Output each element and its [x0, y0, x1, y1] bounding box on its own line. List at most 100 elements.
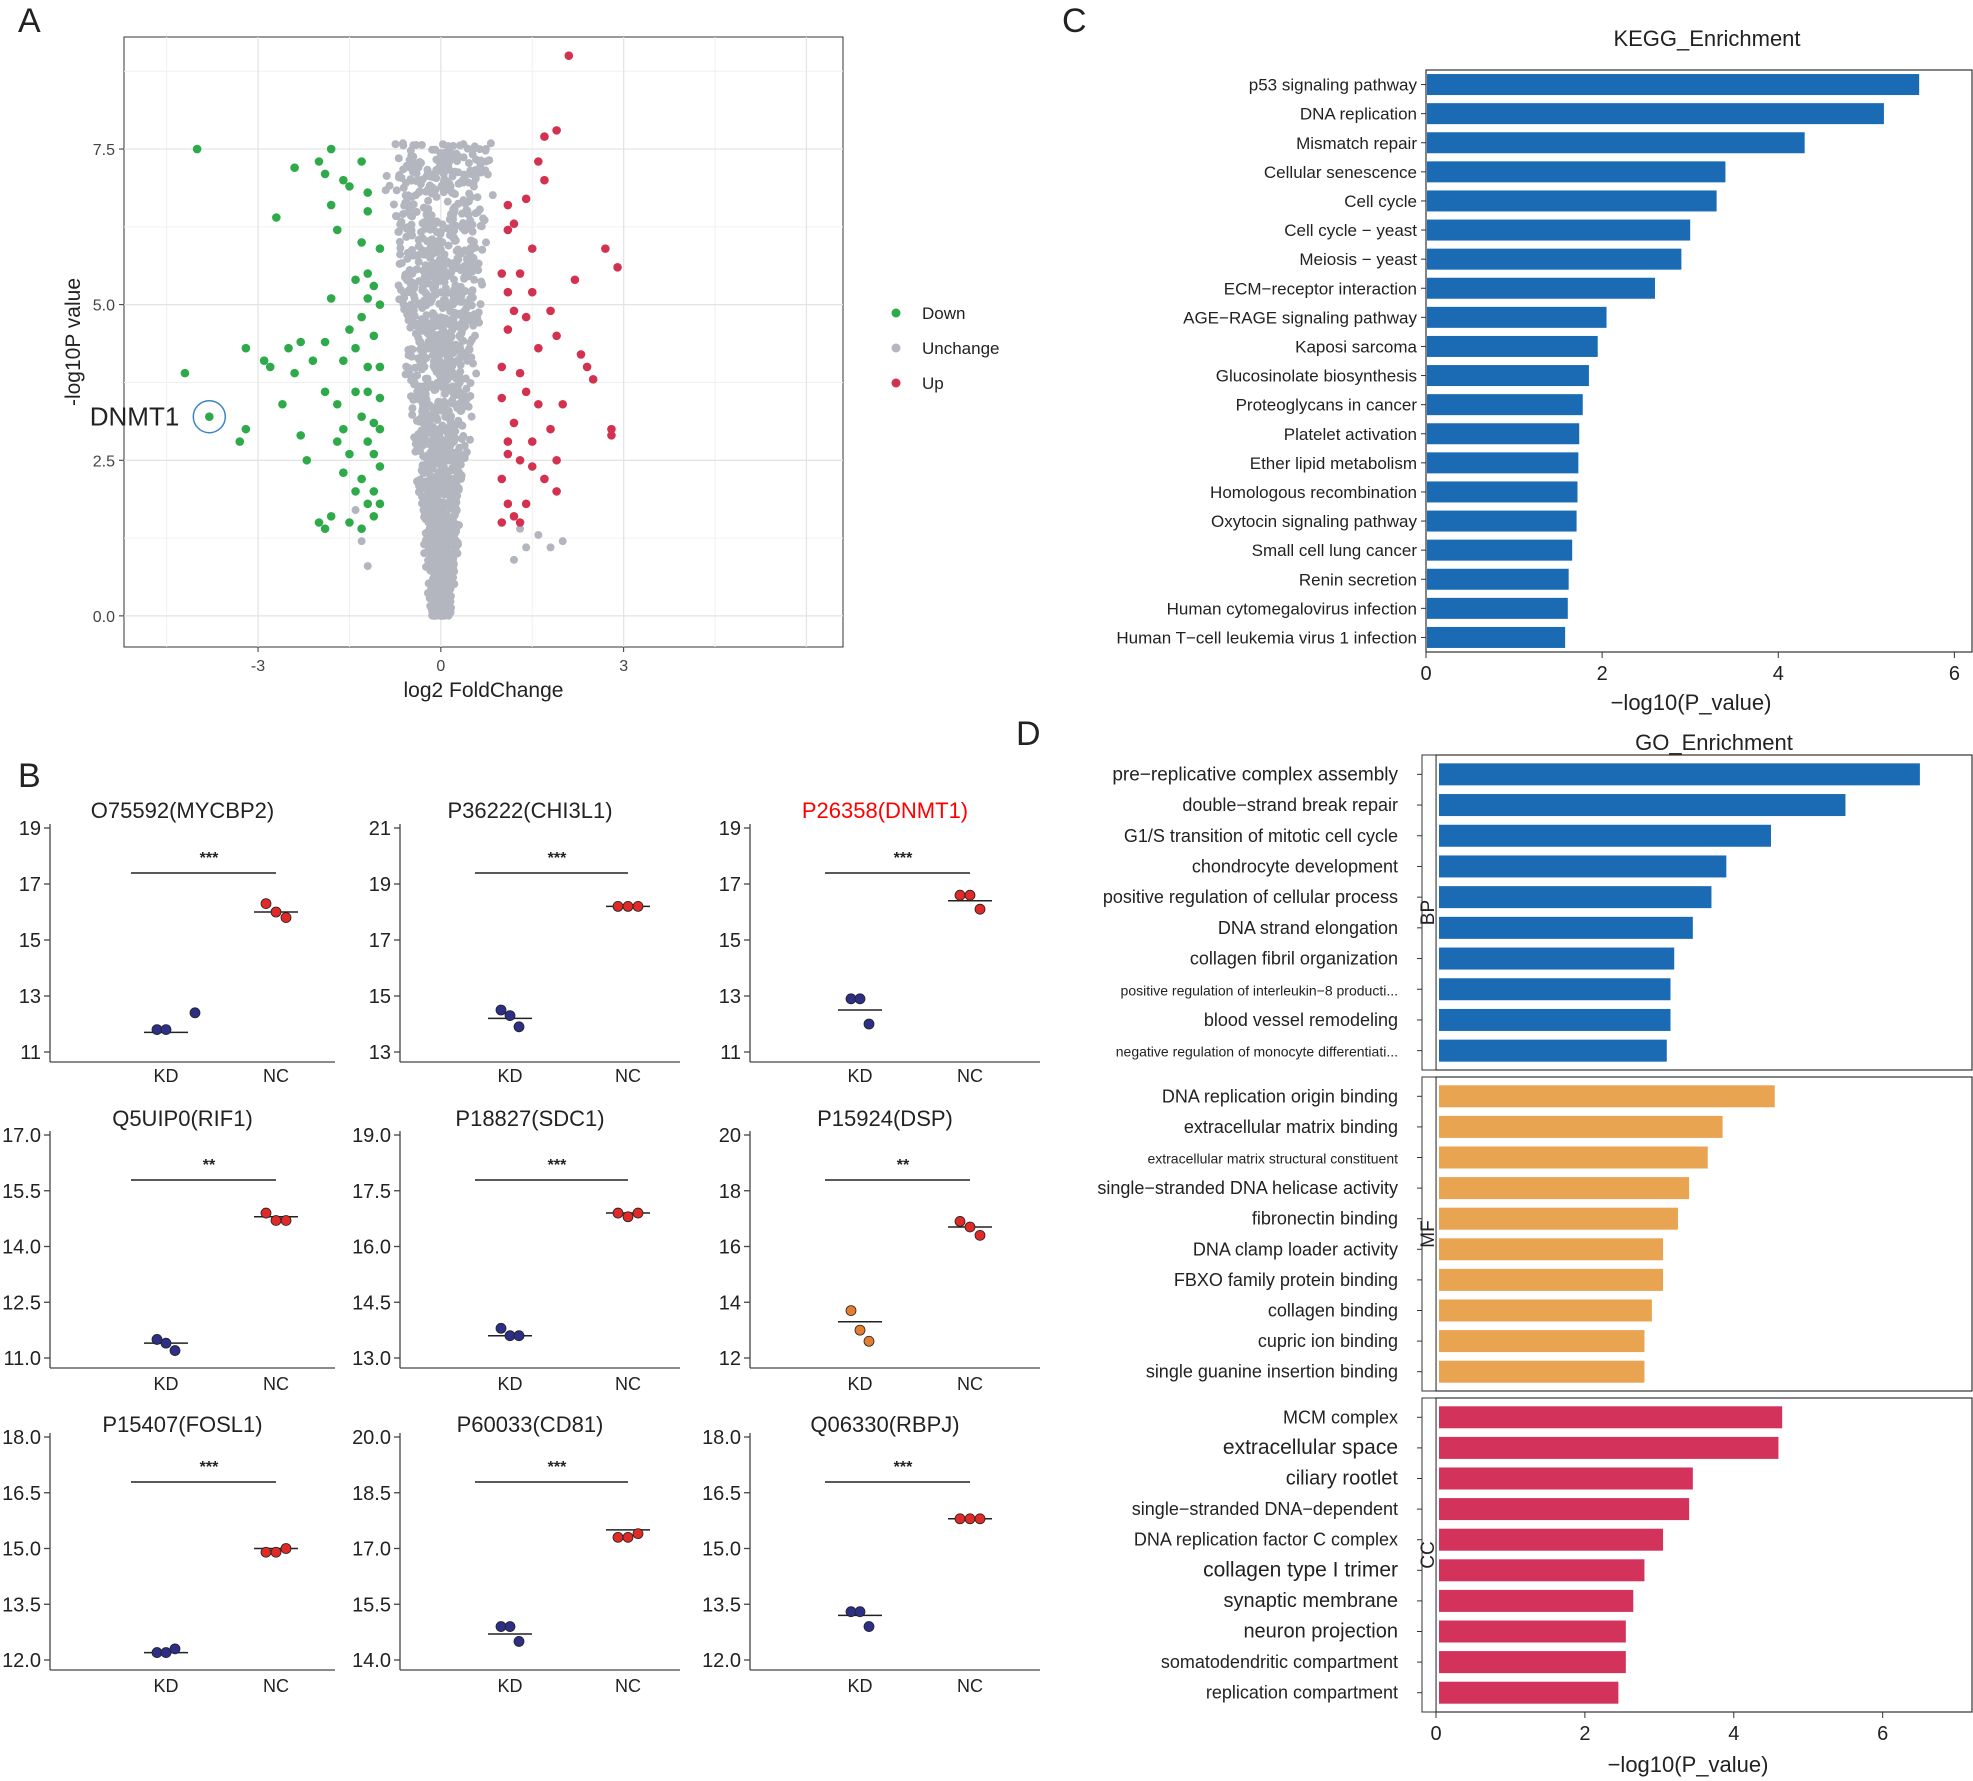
kd-point: [513, 1636, 525, 1647]
unchange-point: [408, 404, 417, 413]
up-point: [503, 499, 513, 509]
unchange-point: [457, 421, 466, 430]
kd-point: [160, 1024, 172, 1035]
up-point: [546, 306, 555, 316]
x-tick-label: 6: [1877, 1723, 1888, 1745]
bp-category-label: pre−replicative complex assembly: [1112, 764, 1398, 785]
unchange-point: [415, 475, 424, 484]
cc-category-label: DNA replication factor C complex: [1134, 1530, 1398, 1550]
nc-point: [260, 898, 272, 909]
unchange-point: [474, 308, 483, 317]
subplot-title: P15924(DSP): [817, 1106, 953, 1131]
x-axis-title: log2 FoldChange: [404, 679, 564, 702]
unchange-point: [443, 336, 452, 345]
panel-label-a: A: [18, 2, 41, 40]
up-point: [613, 263, 622, 272]
down-point: [272, 213, 281, 222]
unchange-point: [449, 286, 458, 295]
unchange-point: [426, 253, 435, 262]
unchange-point: [414, 235, 423, 244]
unchange-point: [437, 268, 446, 277]
nc-point: [974, 1513, 986, 1525]
x-tick-label-kd: KD: [153, 1676, 178, 1696]
x-tick-label-nc: NC: [957, 1676, 983, 1696]
up-point: [503, 200, 513, 210]
unchange-point: [424, 196, 433, 205]
down-point: [290, 163, 299, 173]
unchange-point: [460, 197, 469, 206]
up-point: [503, 437, 513, 446]
up-point: [552, 487, 561, 496]
unchange-point: [428, 503, 437, 512]
kd-point: [495, 1621, 507, 1632]
unchange-point: [438, 220, 447, 229]
panel-label-c: C: [1062, 2, 1087, 40]
unchange-point: [432, 155, 441, 164]
y-tick-label: 15: [19, 930, 41, 952]
unchange-point: [450, 203, 459, 212]
y-axis-title: -log10P value: [62, 278, 85, 406]
unchange-point: [516, 524, 525, 533]
unchange-point: [482, 238, 491, 247]
facet-label-cc: CC: [1418, 1541, 1439, 1568]
unchange-point: [444, 549, 453, 558]
unchange-point: [450, 308, 459, 317]
kegg-bar: [1427, 365, 1589, 387]
legend-swatch-up: [891, 378, 901, 388]
kd-point: [863, 1018, 875, 1030]
unchange-point: [426, 414, 435, 423]
kegg-bar: [1427, 74, 1920, 96]
down-point: [363, 206, 373, 216]
kegg-category-label: Cell cycle: [1344, 192, 1417, 211]
unchange-point: [466, 338, 475, 347]
y-tick-label: 16.0: [352, 1237, 391, 1259]
nc-point: [612, 901, 624, 912]
y-tick-label: 17: [369, 930, 391, 952]
kegg-bar: [1427, 452, 1579, 474]
unchange-point: [454, 358, 463, 367]
kd-point: [495, 1004, 507, 1016]
subplot-title: P26358(DNMT1): [802, 798, 968, 823]
unchange-point: [434, 518, 443, 527]
x-tick-label: -3: [251, 658, 265, 675]
unchange-point: [459, 140, 468, 149]
down-point: [375, 393, 385, 403]
nc-point: [270, 1546, 282, 1558]
down-point: [320, 169, 330, 179]
unchange-point: [451, 298, 460, 307]
legend-label-down: Down: [922, 304, 965, 323]
down-point: [357, 474, 366, 484]
y-tick-label: 19: [19, 818, 41, 840]
unchange-point: [470, 142, 479, 151]
down-point: [339, 175, 348, 185]
kd-point: [151, 1024, 163, 1035]
kd-point: [845, 1305, 857, 1317]
unchange-point: [448, 318, 457, 327]
unchange-point: [446, 372, 455, 381]
down-point: [375, 362, 385, 372]
unchange-point: [465, 189, 474, 198]
unchange-point: [406, 323, 415, 332]
down-point: [180, 368, 190, 378]
y-tick-label: 17.0: [2, 1125, 41, 1147]
down-point: [357, 238, 366, 247]
cc-bar: [1439, 1436, 1779, 1459]
unchange-point: [401, 198, 410, 207]
unchange-point: [455, 331, 464, 340]
cc-category-label: MCM complex: [1283, 1407, 1398, 1427]
unchange-point: [391, 140, 400, 149]
up-point: [558, 399, 568, 409]
unchange-point: [486, 139, 495, 148]
cc-bar: [1439, 1498, 1690, 1521]
unchange-point: [461, 266, 470, 275]
unchange-point: [456, 367, 465, 376]
cc-bar: [1439, 1528, 1664, 1551]
up-point: [534, 157, 543, 166]
unchange-point: [429, 345, 438, 354]
unchange-point: [461, 374, 470, 383]
down-point: [284, 343, 293, 353]
unchange-point: [439, 296, 448, 305]
bp-category-label: blood vessel remodeling: [1204, 1010, 1398, 1030]
dot-plot-o75592-mycbp2-: O75592(MYCBP2) 11 13 15 17 19 KD NC ***: [19, 798, 335, 1086]
